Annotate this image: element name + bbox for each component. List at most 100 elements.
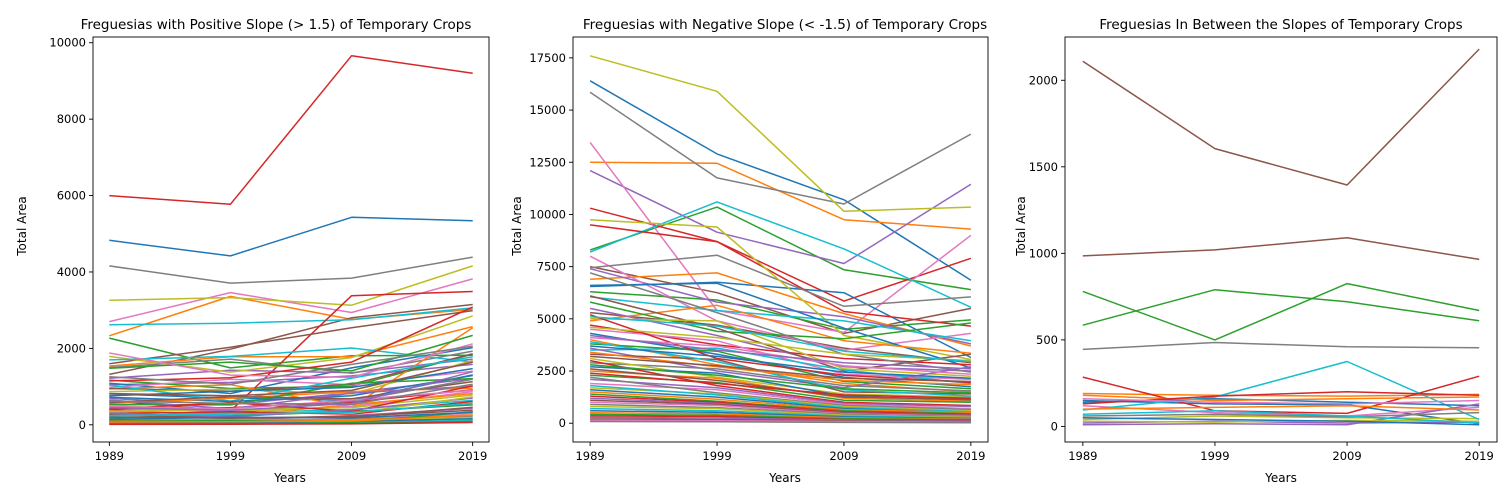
y-axis-label: Total Area xyxy=(510,196,524,256)
y-tick-label: 0 xyxy=(1051,419,1058,433)
series-line xyxy=(109,309,473,365)
x-tick-label: 1989 xyxy=(575,449,604,463)
series-line xyxy=(589,80,972,281)
series-line xyxy=(109,265,473,306)
x-tick-label: 2009 xyxy=(337,449,366,463)
series-line xyxy=(1082,288,1480,326)
series-line xyxy=(109,278,473,323)
x-tick-label: 2019 xyxy=(1465,449,1494,463)
x-tick-label: 1989 xyxy=(95,449,124,463)
series-line xyxy=(589,265,972,335)
series-line xyxy=(590,382,971,410)
series-line xyxy=(589,357,971,398)
y-tick-label: 0 xyxy=(559,416,566,430)
series-line xyxy=(1082,419,1480,423)
series-line xyxy=(1082,341,1480,351)
chart-title: Freguesias In Between the Slopes of Temp… xyxy=(1099,17,1462,33)
series-line xyxy=(1082,360,1480,421)
y-tick-label: 10000 xyxy=(529,207,566,221)
series-line xyxy=(109,256,473,284)
series-line xyxy=(590,364,971,394)
series-line xyxy=(109,346,473,395)
series-line xyxy=(590,384,971,413)
series-line xyxy=(590,420,971,424)
plot-frame xyxy=(1064,36,1498,443)
series-line xyxy=(590,409,971,420)
y-tick-label: 1000 xyxy=(1029,246,1058,260)
x-tick-label: 1999 xyxy=(702,449,731,463)
series-lines xyxy=(1082,48,1480,426)
series-lines xyxy=(109,54,474,426)
series-line xyxy=(109,402,473,417)
series-line xyxy=(109,383,473,405)
series-line xyxy=(589,207,972,302)
series-line xyxy=(589,55,971,213)
y-tick-label: 10000 xyxy=(49,36,86,50)
series-line xyxy=(590,391,971,414)
series-line xyxy=(590,334,971,370)
plot-frame xyxy=(92,36,490,443)
series-line xyxy=(590,395,971,416)
y-tick-label: 6000 xyxy=(57,189,86,203)
x-axis-label: Years xyxy=(1264,471,1297,485)
series-line xyxy=(109,343,473,379)
x-tick-label: 2019 xyxy=(956,449,985,463)
series-line xyxy=(589,201,972,308)
y-tick-label: 15000 xyxy=(529,103,566,117)
chart-title: Freguesias with Negative Slope (< -1.5) … xyxy=(583,17,987,33)
y-tick-label: 5000 xyxy=(537,312,566,326)
y-axis-label: Total Area xyxy=(1014,196,1028,256)
series-line xyxy=(109,361,473,397)
y-tick-label: 17500 xyxy=(529,51,566,65)
series-line xyxy=(590,290,971,331)
series-line xyxy=(1082,417,1480,426)
series-line xyxy=(1082,410,1480,424)
series-line xyxy=(1082,397,1480,405)
series-line xyxy=(590,326,971,362)
series-line xyxy=(109,216,473,257)
series-line xyxy=(589,91,972,205)
y-axis-label: Total Area xyxy=(15,196,29,256)
series-line xyxy=(590,224,971,327)
y-tick-label: 2000 xyxy=(1029,73,1058,87)
series-line xyxy=(590,355,971,383)
series-line xyxy=(590,282,972,369)
series-line xyxy=(109,334,473,372)
y-tick-label: 7500 xyxy=(537,260,566,274)
series-line xyxy=(590,351,971,386)
x-axis-label: Years xyxy=(768,471,801,485)
series-line xyxy=(109,411,473,421)
series-line xyxy=(109,414,473,423)
series-line xyxy=(590,318,971,377)
series-line xyxy=(590,393,971,415)
series-line xyxy=(589,313,971,384)
series-line xyxy=(590,376,971,411)
series-line xyxy=(590,372,971,399)
series-line xyxy=(590,361,971,392)
series-line xyxy=(109,358,473,379)
y-tick-label: 1500 xyxy=(1029,160,1058,174)
series-line xyxy=(109,54,473,206)
series-line xyxy=(589,141,972,334)
x-tick-label: 2009 xyxy=(829,449,858,463)
x-tick-label: 1999 xyxy=(216,449,245,463)
series-line xyxy=(589,272,972,373)
x-tick-label: 1989 xyxy=(1068,449,1097,463)
series-line xyxy=(590,378,971,408)
series-line xyxy=(589,301,971,340)
chart-panel-in-between: Freguesias In Between the Slopes of Temp… xyxy=(1014,17,1498,485)
series-line xyxy=(109,421,473,426)
x-axis-label: Years xyxy=(273,471,306,485)
series-line xyxy=(109,306,474,382)
series-line xyxy=(109,367,473,397)
series-line xyxy=(1082,404,1480,417)
series-line xyxy=(590,345,971,380)
series-line xyxy=(109,345,473,386)
series-line xyxy=(1082,404,1480,411)
chart-panel-negative-slope: Freguesias with Negative Slope (< -1.5) … xyxy=(510,17,989,485)
series-line xyxy=(1082,415,1480,421)
series-line xyxy=(1082,411,1480,418)
series-line xyxy=(1082,237,1480,261)
series-line xyxy=(1082,394,1480,402)
